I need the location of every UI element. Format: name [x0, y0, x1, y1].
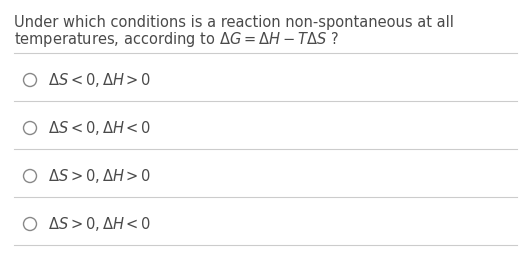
Text: Under which conditions is a reaction non-spontaneous at all: Under which conditions is a reaction non… — [14, 15, 454, 30]
Text: $\Delta S<0, \Delta H<0$: $\Delta S<0, \Delta H<0$ — [48, 119, 151, 137]
Text: temperatures, according to $\Delta G = \Delta H - T\Delta S$ ?: temperatures, according to $\Delta G = \… — [14, 30, 339, 49]
Text: $\Delta S>0, \Delta H>0$: $\Delta S>0, \Delta H>0$ — [48, 167, 151, 185]
Text: $\Delta S>0, \Delta H<0$: $\Delta S>0, \Delta H<0$ — [48, 215, 151, 233]
Text: $\Delta S<0, \Delta H>0$: $\Delta S<0, \Delta H>0$ — [48, 71, 151, 89]
